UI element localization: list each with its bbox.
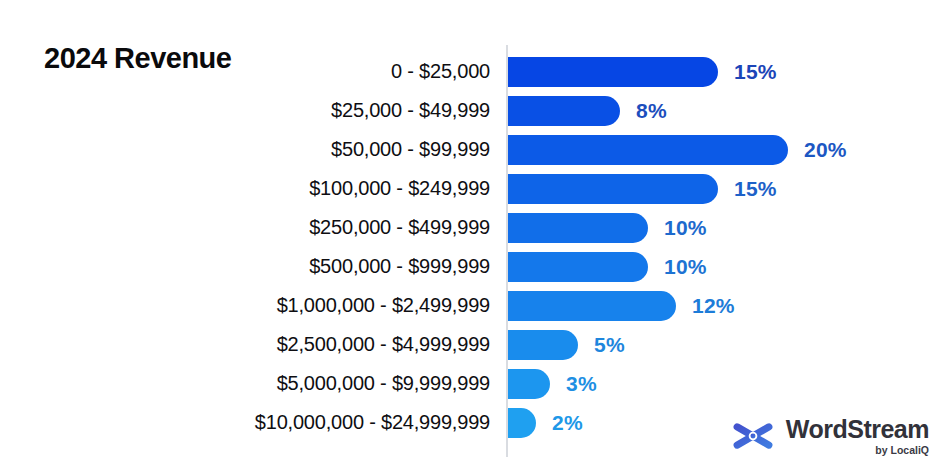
category-label: $100,000 - $249,999 (0, 177, 490, 200)
value-label: 2% (552, 411, 583, 435)
bar-area: 15% (490, 57, 937, 87)
bar-area: 5% (490, 330, 937, 360)
bar (508, 252, 648, 282)
value-label: 20% (804, 138, 847, 162)
chart-row: $1,000,000 - $2,499,999 12% (0, 286, 937, 325)
chart-row: $250,000 - $499,999 10% (0, 208, 937, 247)
bar (508, 330, 578, 360)
bar (508, 96, 620, 126)
bar (508, 174, 718, 204)
chart-row: $100,000 - $249,999 15% (0, 169, 937, 208)
value-label: 15% (734, 177, 777, 201)
value-label: 12% (692, 294, 735, 318)
category-label: $25,000 - $49,999 (0, 99, 490, 122)
category-label: $2,500,000 - $4,999,999 (0, 333, 490, 356)
brand-text: WordStream by LocaliQ (786, 416, 929, 455)
bar (508, 213, 648, 243)
bar-chart-rows: 0 - $25,000 15% $25,000 - $49,999 8% $50,000… (0, 52, 937, 442)
value-label: 5% (594, 333, 625, 357)
bar (508, 135, 788, 165)
chart-row: $2,500,000 - $4,999,999 5% (0, 325, 937, 364)
bar-chart: 0 - $25,000 15% $25,000 - $49,999 8% $50,000… (0, 52, 937, 442)
category-label: $500,000 - $999,999 (0, 255, 490, 278)
infographic-canvas: 2024 Revenue 0 - $25,00015%$25,000 - $49… (0, 0, 937, 469)
bar-area: 12% (490, 291, 937, 321)
chart-row: $25,000 - $49,999 8% (0, 91, 937, 130)
chart-row: $5,000,000 - $9,999,999 3% (0, 364, 937, 403)
bar-area: 15% (490, 174, 937, 204)
category-label: $5,000,000 - $9,999,999 (0, 372, 490, 395)
bar (508, 369, 550, 399)
value-label: 10% (664, 216, 707, 240)
wordstream-logo: WordStream by LocaliQ (730, 413, 929, 459)
category-label: $1,000,000 - $2,499,999 (0, 294, 490, 317)
category-label: $250,000 - $499,999 (0, 216, 490, 239)
bar-area: 10% (490, 213, 937, 243)
bar (508, 408, 536, 438)
chart-row: 0 - $25,000 15% (0, 52, 937, 91)
category-label: $10,000,000 - $24,999,999 (0, 411, 490, 434)
asterisk-icon (730, 413, 776, 459)
value-label: 10% (664, 255, 707, 279)
bar-area: 3% (490, 369, 937, 399)
bar-area: 20% (490, 135, 937, 165)
category-label: $50,000 - $99,999 (0, 138, 490, 161)
bar-area: 8% (490, 96, 937, 126)
category-label: 0 - $25,000 (0, 60, 490, 83)
value-label: 15% (734, 60, 777, 84)
value-label: 8% (636, 99, 667, 123)
bar (508, 57, 718, 87)
brand-name: WordStream (786, 416, 929, 442)
chart-row: $50,000 - $99,999 20% (0, 130, 937, 169)
value-label: 3% (566, 372, 597, 396)
bar-area: 10% (490, 252, 937, 282)
brand-subtext: by LocaliQ (875, 444, 929, 456)
bar (508, 291, 676, 321)
chart-row: $500,000 - $999,999 10% (0, 247, 937, 286)
